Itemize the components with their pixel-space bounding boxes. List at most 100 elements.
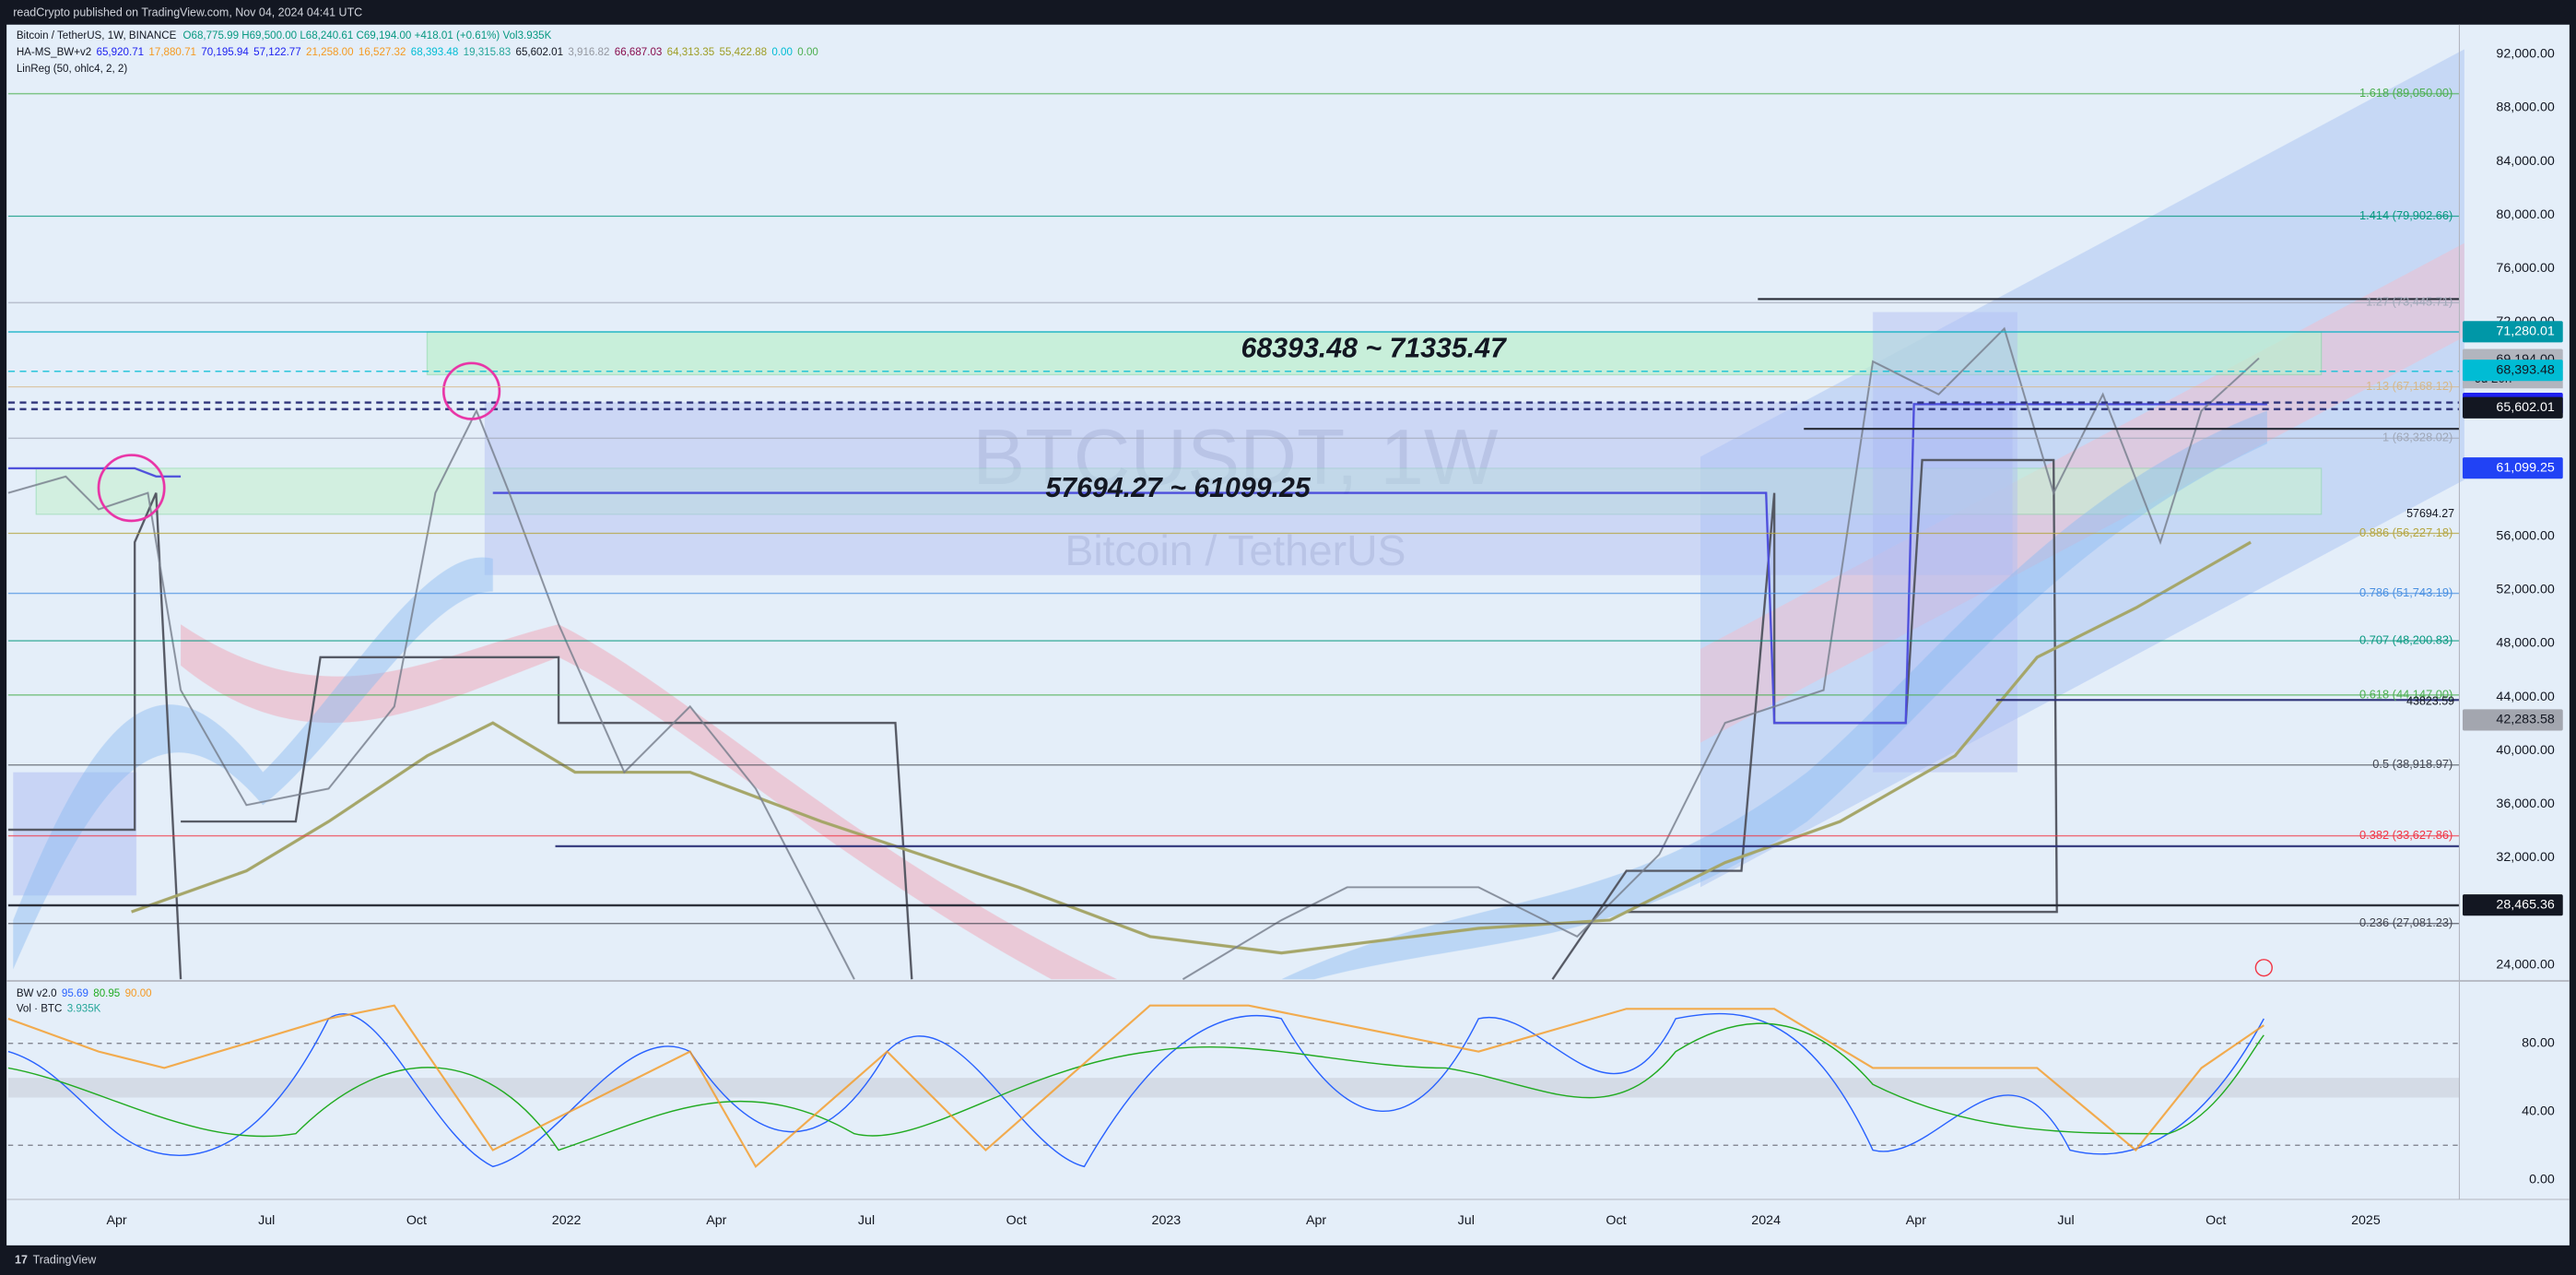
price-tag xyxy=(2463,709,2563,731)
fib-label: 0.236 (27,081.23) xyxy=(2359,915,2452,929)
watermark-name: Bitcoin / TetherUS xyxy=(1065,526,1406,574)
indicator-value: 21,258.00 xyxy=(306,47,354,58)
indicator-value: 0.00 xyxy=(797,47,818,58)
time-label: Apr xyxy=(706,1213,726,1228)
time-label: Jul xyxy=(2057,1213,2074,1228)
time-label: Jul xyxy=(1458,1213,1475,1228)
price-tag xyxy=(2463,894,2563,916)
price-tag-label: 28,465.36 xyxy=(2496,897,2554,912)
level-label: 43823.59 xyxy=(2406,694,2454,707)
publisher: readCrypto published on TradingView.com,… xyxy=(13,6,362,19)
price-tick-label: 84,000.00 xyxy=(2496,154,2554,169)
indicator-value: 68,393.48 xyxy=(411,47,459,58)
price-tick-label: 36,000.00 xyxy=(2496,797,2554,811)
axes: 92,000.00 88,000.00 84,000.00 80,000.00 76,0… xyxy=(106,47,2563,1228)
chart-area xyxy=(6,24,2570,1245)
osc-tick-label: 0.00 xyxy=(2529,1172,2555,1186)
drawings xyxy=(7,49,2464,981)
fib-label: 0.5 (38,918.97) xyxy=(2372,757,2452,771)
indicator-value: 66,687.03 xyxy=(615,47,663,58)
indicator-value: 0.00 xyxy=(771,47,793,58)
time-label: Apr xyxy=(1906,1213,1926,1228)
indicator-value: 17,880.71 xyxy=(148,47,196,58)
indicator-value: 90.00 xyxy=(125,988,152,999)
time-label: Jul xyxy=(858,1213,875,1228)
price-tick-label: 80,000.00 xyxy=(2496,207,2554,222)
time-label: 2022 xyxy=(552,1213,582,1228)
price-tick-label: 40,000.00 xyxy=(2496,743,2554,758)
ohlc: O68,775.99 H69,500.00 L68,240.61 C69,194… xyxy=(183,30,552,41)
price-tick-label: 92,000.00 xyxy=(2496,47,2554,62)
level-label: 57694.27 xyxy=(2406,507,2454,520)
price-tag-label: 42,283.58 xyxy=(2496,713,2554,727)
indicator-name: BW v2.0 xyxy=(17,988,57,999)
indicator-value: 64,313.35 xyxy=(667,47,715,58)
fib-label: 0.618 (44,147.00) xyxy=(2359,687,2452,701)
time-label: Jul xyxy=(258,1213,275,1228)
pane-legend: BW v2.0 95.69 80.95 90.00 xyxy=(17,988,152,999)
pane-legend: Vol · BTC 3.935K xyxy=(17,1003,101,1014)
footer-brand: TradingView xyxy=(33,1253,98,1266)
indicator-value: 19,315.83 xyxy=(464,47,512,58)
fib-label: 1.27 (73,445.71) xyxy=(2366,295,2452,309)
price-path xyxy=(7,326,2260,981)
indicator-value: 65,602.01 xyxy=(516,47,564,58)
price-tag xyxy=(2463,360,2563,382)
price-tag xyxy=(2463,396,2563,419)
fib-label: 1 (63,328.02) xyxy=(2382,431,2452,444)
footer-logo: 17 xyxy=(15,1253,28,1266)
fib-label: 0.382 (33,627.86) xyxy=(2359,828,2452,842)
lower-zone xyxy=(35,467,2323,515)
zone-label: 68393.48 ~ 71335.47 xyxy=(1241,334,1508,364)
footer xyxy=(0,1245,2576,1275)
fib-label: 0.886 (56,227.18) xyxy=(2359,525,2452,539)
price-tag-label: 65,602.01 xyxy=(2496,400,2554,415)
highlight-circle xyxy=(97,454,166,523)
osc-line xyxy=(7,1004,2264,1169)
volume-value: 3.935K xyxy=(67,1003,101,1014)
price-tick-label: 76,000.00 xyxy=(2496,261,2554,276)
indicator-value: 55,422.88 xyxy=(720,47,768,58)
time-label: Apr xyxy=(1306,1213,1326,1228)
time-label: Oct xyxy=(2205,1213,2226,1228)
price-tick-label: 88,000.00 xyxy=(2496,100,2554,115)
indicator-value: 95.69 xyxy=(62,988,88,999)
price-tick-label: 32,000.00 xyxy=(2496,850,2554,865)
fib-levels: 1.618 (89,050.00) 1.414 (79,902.66) 1.27 (… xyxy=(7,86,2460,929)
fib-label: 0.707 (48,200.83) xyxy=(2359,632,2452,646)
time-label: Apr xyxy=(106,1213,126,1228)
volume-name: Vol · BTC xyxy=(17,1003,63,1014)
indicator-value: 57,122.77 xyxy=(253,47,301,58)
fib-label: 1.13 (67,168.12) xyxy=(2366,379,2452,393)
price-tick-label: 52,000.00 xyxy=(2496,583,2554,597)
indicator-value: 65,920.71 xyxy=(97,47,145,58)
symbol: Bitcoin / TetherUS, 1W, BINANCE xyxy=(17,30,177,41)
blue-box-3 xyxy=(13,772,136,896)
price-tag xyxy=(2463,321,2563,343)
price-tick-label: 44,000.00 xyxy=(2496,690,2554,704)
time-label: Oct xyxy=(1006,1213,1027,1228)
legend-indicator: LinReg (50, ohlc4, 2, 2) xyxy=(17,64,128,75)
highlight-circle xyxy=(441,361,501,420)
indicator-name: HA-MS_BW+v2 xyxy=(17,47,91,58)
bull-ribbon-2 xyxy=(1281,410,2267,980)
fib-label: 0.786 (51,743.19) xyxy=(2359,585,2452,599)
indicator-value: 3,916.82 xyxy=(568,47,609,58)
time-label: 2023 xyxy=(1152,1213,1182,1228)
legend-symbol: Bitcoin / TetherUS, 1W, BINANCE O68,775.9… xyxy=(17,30,552,41)
price-tick-label: 56,000.00 xyxy=(2496,528,2554,543)
step-line-blue xyxy=(7,403,2267,725)
price-tag-label: 68,393.48 xyxy=(2496,362,2554,377)
trail-line xyxy=(131,540,2252,955)
zone-label: 57694.27 ~ 61099.25 xyxy=(1045,473,1311,503)
time-label: 2025 xyxy=(2351,1213,2381,1228)
indicator-value: 80.95 xyxy=(93,988,120,999)
fib-label: 1.414 (79,902.66) xyxy=(2359,208,2452,222)
legend-indicator: HA-MS_BW+v2 65,920.71 17,880.71 70,195.94 57… xyxy=(17,47,818,58)
alert-icon xyxy=(2254,959,2273,977)
indicator-value: 70,195.94 xyxy=(201,47,249,58)
blue-box xyxy=(484,402,2013,575)
time-label: Oct xyxy=(1606,1213,1626,1228)
